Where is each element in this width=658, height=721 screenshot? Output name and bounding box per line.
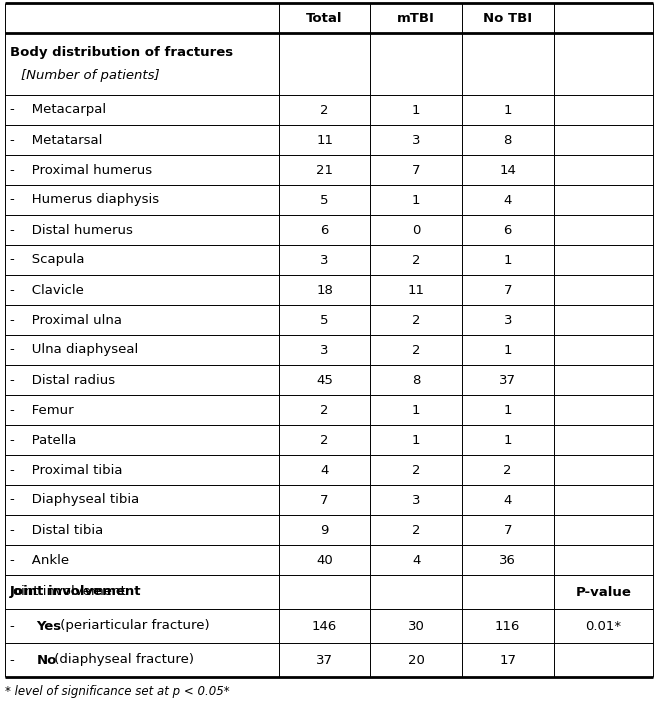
Text: 4: 4 <box>412 554 420 567</box>
Text: 18: 18 <box>316 283 333 296</box>
Text: 36: 36 <box>499 554 516 567</box>
Text: -    Metacarpal: - Metacarpal <box>10 104 106 117</box>
Text: 40: 40 <box>316 554 333 567</box>
Text: 2: 2 <box>412 254 420 267</box>
Text: (diaphyseal fracture): (diaphyseal fracture) <box>49 653 193 666</box>
Text: 0.01*: 0.01* <box>585 619 621 632</box>
Text: 116: 116 <box>495 619 520 632</box>
Text: 1: 1 <box>503 404 512 417</box>
Text: 1: 1 <box>503 104 512 117</box>
Text: 4: 4 <box>320 464 329 477</box>
Text: Yes: Yes <box>36 619 62 632</box>
Text: 1: 1 <box>412 193 420 206</box>
Text: -    Ankle: - Ankle <box>10 554 69 567</box>
Text: (periarticular fracture): (periarticular fracture) <box>56 619 210 632</box>
Text: 8: 8 <box>412 373 420 386</box>
Text: No TBI: No TBI <box>483 12 532 25</box>
Text: -    Ulna diaphyseal: - Ulna diaphyseal <box>10 343 138 356</box>
Text: -    Proximal ulna: - Proximal ulna <box>10 314 122 327</box>
Text: -    Distal humerus: - Distal humerus <box>10 224 133 236</box>
Text: 3: 3 <box>412 493 420 506</box>
Text: -    Scapula: - Scapula <box>10 254 84 267</box>
Text: 2: 2 <box>320 404 329 417</box>
Text: 45: 45 <box>316 373 333 386</box>
Text: 0: 0 <box>412 224 420 236</box>
Text: 5: 5 <box>320 193 329 206</box>
Text: 20: 20 <box>408 653 424 666</box>
Text: -    Distal radius: - Distal radius <box>10 373 115 386</box>
Text: 6: 6 <box>503 224 512 236</box>
Text: No: No <box>36 653 57 666</box>
Text: 2: 2 <box>412 464 420 477</box>
Text: 1: 1 <box>412 433 420 446</box>
Text: 1: 1 <box>412 404 420 417</box>
Text: 3: 3 <box>320 343 329 356</box>
Text: 9: 9 <box>320 523 329 536</box>
Text: mTBI: mTBI <box>397 12 435 25</box>
Text: -: - <box>10 653 32 666</box>
Text: 14: 14 <box>499 164 516 177</box>
Text: Body distribution of fractures: Body distribution of fractures <box>10 46 233 59</box>
Text: -    Distal tibia: - Distal tibia <box>10 523 103 536</box>
Text: 146: 146 <box>312 619 337 632</box>
Text: -    Proximal tibia: - Proximal tibia <box>10 464 122 477</box>
Text: Joint involvement: Joint involvement <box>10 585 141 598</box>
Text: 2: 2 <box>503 464 512 477</box>
Text: -    Humerus diaphysis: - Humerus diaphysis <box>10 193 159 206</box>
Text: P-value: P-value <box>575 585 631 598</box>
Text: 1: 1 <box>503 254 512 267</box>
Text: 2: 2 <box>412 523 420 536</box>
Text: 2: 2 <box>320 104 329 117</box>
Text: Total: Total <box>307 12 343 25</box>
Text: 4: 4 <box>503 493 512 506</box>
Text: 3: 3 <box>320 254 329 267</box>
Text: 4: 4 <box>503 193 512 206</box>
Text: 7: 7 <box>503 523 512 536</box>
Text: 37: 37 <box>499 373 517 386</box>
Text: 2: 2 <box>320 433 329 446</box>
Text: -    Femur: - Femur <box>10 404 74 417</box>
Text: 11: 11 <box>316 133 333 146</box>
Text: 2: 2 <box>412 314 420 327</box>
Text: 7: 7 <box>503 283 512 296</box>
Text: 37: 37 <box>316 653 333 666</box>
Text: 5: 5 <box>320 314 329 327</box>
Text: -    Patella: - Patella <box>10 433 76 446</box>
Text: 21: 21 <box>316 164 333 177</box>
Text: * level of significance set at p < 0.05*: * level of significance set at p < 0.05* <box>5 685 230 698</box>
Text: 8: 8 <box>503 133 512 146</box>
Text: [Number of patients]: [Number of patients] <box>21 68 160 81</box>
Text: 3: 3 <box>412 133 420 146</box>
Text: -    Diaphyseal tibia: - Diaphyseal tibia <box>10 493 139 506</box>
Text: 7: 7 <box>412 164 420 177</box>
Text: 17: 17 <box>499 653 517 666</box>
Text: 7: 7 <box>320 493 329 506</box>
Text: 1: 1 <box>412 104 420 117</box>
Text: 3: 3 <box>503 314 512 327</box>
Text: -    Clavicle: - Clavicle <box>10 283 84 296</box>
Text: 2: 2 <box>412 343 420 356</box>
Text: 1: 1 <box>503 343 512 356</box>
Text: 1: 1 <box>503 433 512 446</box>
Text: -    Metatarsal: - Metatarsal <box>10 133 103 146</box>
Text: 6: 6 <box>320 224 329 236</box>
Text: -    Proximal humerus: - Proximal humerus <box>10 164 152 177</box>
Text: 30: 30 <box>408 619 424 632</box>
Text: Joint involvement: Joint involvement <box>10 585 127 598</box>
Text: -: - <box>10 619 32 632</box>
Text: 11: 11 <box>408 283 424 296</box>
